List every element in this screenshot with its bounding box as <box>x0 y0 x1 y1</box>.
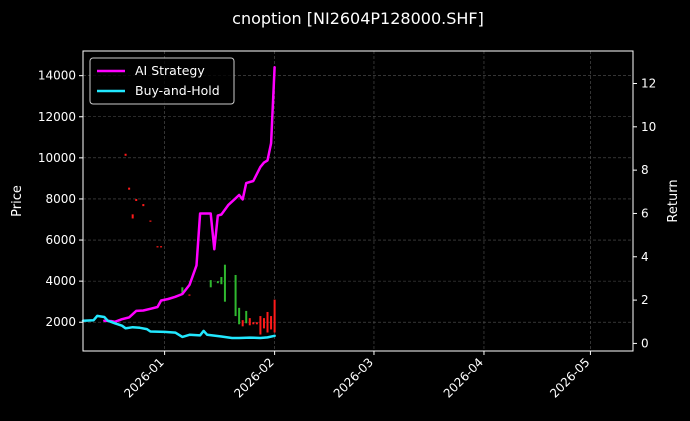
candle <box>259 316 262 335</box>
candle <box>216 281 219 284</box>
plot-frame <box>82 50 634 352</box>
y2-tick-label: 8 <box>641 163 649 177</box>
series-line <box>103 65 276 324</box>
chart-title: cnoption [NI2604P128000.SHF] <box>232 9 484 28</box>
candle <box>135 198 138 201</box>
candle <box>124 153 127 156</box>
candle <box>160 246 163 248</box>
y-tick-label: 4000 <box>45 274 76 288</box>
candle <box>156 246 159 248</box>
candle <box>245 310 248 324</box>
candle <box>181 287 184 295</box>
y-tick-label: 12000 <box>38 110 76 124</box>
legend: AI Strategy Buy-and-Hold <box>89 57 235 105</box>
candle <box>252 322 255 325</box>
y2-tick-label: 12 <box>641 76 656 90</box>
candle <box>149 220 152 222</box>
candle <box>262 318 265 329</box>
candle <box>248 318 251 326</box>
candle <box>273 299 276 333</box>
legend-label: AI Strategy <box>135 63 205 78</box>
y2-tick-label: 4 <box>641 250 649 264</box>
candle <box>238 307 241 325</box>
candlesticks <box>124 153 276 335</box>
candle <box>223 264 226 302</box>
y-tick-label: 8000 <box>45 192 76 206</box>
y-tick-label: 2000 <box>45 315 76 329</box>
y-axis-label: Price <box>10 185 25 217</box>
series-lines <box>81 65 276 340</box>
y-tick-label: 6000 <box>45 233 76 247</box>
y2-tick-label: 10 <box>641 120 656 134</box>
y2-tick-label: 0 <box>641 336 649 350</box>
y-tick-label: 14000 <box>38 69 76 83</box>
candle <box>234 274 237 317</box>
legend-label: Buy-and-Hold <box>135 83 220 98</box>
candle <box>142 204 145 207</box>
candle <box>131 214 134 219</box>
candle <box>255 322 258 325</box>
y2-tick-label: 6 <box>641 206 649 220</box>
candle <box>241 320 244 327</box>
grid <box>83 51 633 351</box>
y-tick-label: 10000 <box>38 151 76 165</box>
series-line <box>81 314 276 340</box>
legend-box <box>89 57 235 105</box>
candle <box>128 187 131 190</box>
candle <box>270 316 273 330</box>
y2-axis-label: Return <box>666 179 681 222</box>
candle <box>220 277 223 285</box>
candle <box>188 294 191 296</box>
candle <box>209 280 212 288</box>
candle <box>266 311 269 333</box>
y2-tick-label: 2 <box>641 293 649 307</box>
